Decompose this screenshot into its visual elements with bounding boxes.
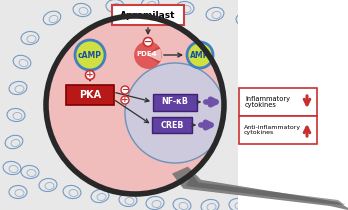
FancyBboxPatch shape bbox=[152, 117, 192, 133]
Circle shape bbox=[121, 86, 129, 94]
Text: Apremilast: Apremilast bbox=[120, 10, 176, 20]
Text: cAMP: cAMP bbox=[78, 50, 102, 59]
Text: PDE4: PDE4 bbox=[137, 51, 157, 57]
FancyBboxPatch shape bbox=[66, 85, 114, 105]
FancyBboxPatch shape bbox=[238, 0, 348, 210]
Wedge shape bbox=[135, 42, 159, 68]
FancyBboxPatch shape bbox=[153, 93, 197, 110]
Circle shape bbox=[86, 71, 95, 80]
Wedge shape bbox=[148, 47, 161, 62]
Circle shape bbox=[47, 17, 223, 193]
Polygon shape bbox=[172, 167, 348, 210]
Circle shape bbox=[187, 42, 213, 68]
Text: +: + bbox=[86, 70, 94, 79]
Circle shape bbox=[121, 96, 129, 104]
Circle shape bbox=[135, 42, 161, 68]
Text: AMP: AMP bbox=[190, 50, 210, 59]
FancyBboxPatch shape bbox=[112, 5, 184, 25]
Text: PKA: PKA bbox=[79, 90, 101, 100]
Circle shape bbox=[143, 38, 152, 46]
Text: −: − bbox=[144, 37, 152, 47]
Wedge shape bbox=[148, 50, 161, 60]
Text: Anti-inflammatory
cytokines: Anti-inflammatory cytokines bbox=[244, 125, 301, 135]
Circle shape bbox=[125, 63, 225, 163]
Circle shape bbox=[75, 40, 105, 70]
Text: +: + bbox=[121, 95, 129, 104]
Polygon shape bbox=[186, 174, 345, 205]
FancyBboxPatch shape bbox=[239, 88, 317, 116]
Text: CREB: CREB bbox=[160, 121, 184, 130]
Text: −: − bbox=[121, 85, 129, 94]
FancyBboxPatch shape bbox=[239, 116, 317, 144]
Text: Inflammatory
cytokines: Inflammatory cytokines bbox=[245, 96, 290, 109]
Text: NF-κB: NF-κB bbox=[161, 97, 189, 106]
